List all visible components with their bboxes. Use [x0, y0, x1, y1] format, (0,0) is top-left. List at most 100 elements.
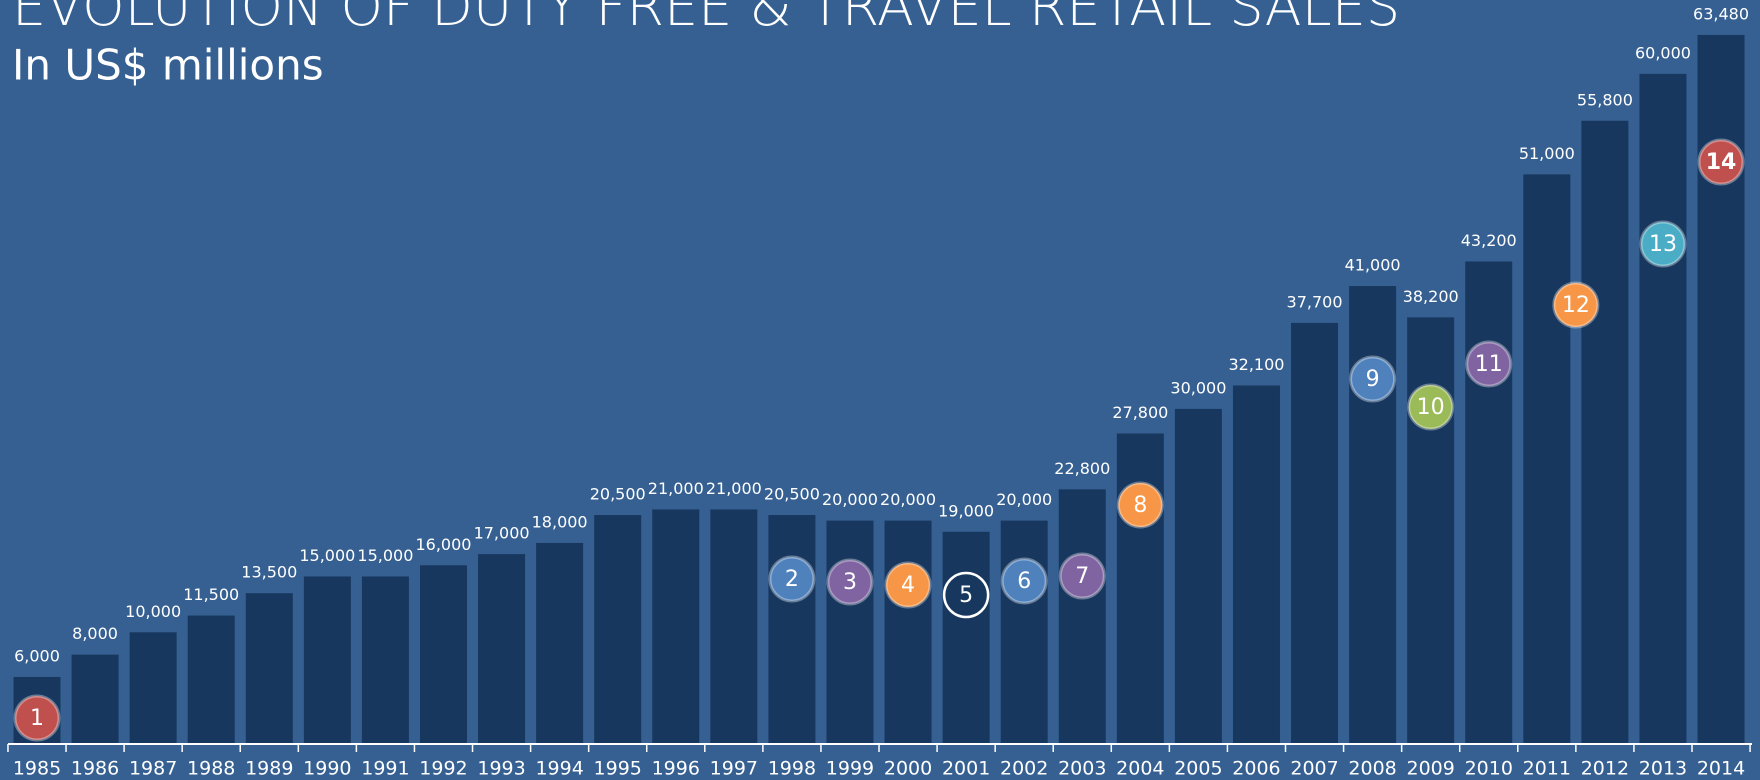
bar [1232, 385, 1280, 744]
value-label: 18,000 [532, 512, 588, 531]
bar [826, 520, 874, 744]
value-label: 41,000 [1345, 256, 1401, 275]
bar [1465, 261, 1513, 744]
value-label: 21,000 [706, 479, 762, 498]
value-label: 20,500 [764, 485, 820, 504]
bar [129, 632, 177, 744]
x-tick-label: 2009 [1407, 758, 1455, 780]
annotation-marker [1465, 340, 1513, 388]
x-tick-label: 2001 [942, 758, 990, 780]
bar [1174, 408, 1222, 744]
x-tick-label: 1992 [419, 758, 467, 780]
annotation-label: 8 [1133, 493, 1147, 518]
x-tick-label: 2013 [1639, 758, 1687, 780]
annotation-marker [768, 555, 816, 603]
x-tick-label: 2014 [1697, 758, 1745, 780]
x-tick-label: 2005 [1174, 758, 1222, 780]
x-tick-label: 1999 [826, 758, 874, 780]
annotation-label: 2 [785, 567, 799, 592]
annotation-marker [1058, 552, 1106, 600]
chart-subtitle: In US$ millions [12, 41, 324, 90]
annotation-marker [1349, 355, 1397, 403]
value-label: 21,000 [648, 479, 704, 498]
value-label: 20,000 [996, 490, 1052, 509]
annotation-marker [13, 694, 61, 742]
bar [1349, 286, 1397, 744]
value-label: 60,000 [1635, 43, 1691, 62]
x-tick-label: 2011 [1523, 758, 1571, 780]
bar [1639, 73, 1687, 745]
annotation-marker [1407, 383, 1455, 431]
value-label: 51,000 [1519, 144, 1575, 163]
value-label: 32,100 [1228, 355, 1284, 374]
bar [1407, 317, 1455, 744]
bar [1000, 520, 1048, 744]
x-tick-label: 1993 [477, 758, 525, 780]
x-tick-label: 2006 [1232, 758, 1280, 780]
x-tick-label: 2004 [1116, 758, 1164, 780]
value-label: 22,800 [1054, 459, 1110, 478]
x-tick-label: 1988 [187, 758, 235, 780]
annotation-marker [942, 571, 990, 619]
bar [710, 509, 758, 744]
annotation-label: 13 [1649, 232, 1677, 257]
value-label: 8,000 [72, 624, 118, 643]
bar [478, 554, 526, 744]
x-tick-label: 2010 [1465, 758, 1513, 780]
value-label: 17,000 [474, 524, 530, 543]
value-label: 20,500 [590, 485, 646, 504]
annotation-label: 1 [30, 706, 44, 731]
annotation-marker [1697, 138, 1745, 186]
bar [884, 520, 932, 744]
x-tick-label: 2008 [1348, 758, 1396, 780]
value-label: 15,000 [357, 546, 413, 565]
annotation-label: 5 [959, 583, 973, 608]
bar [1291, 322, 1339, 744]
annotation-marker [826, 558, 874, 606]
x-tick-label: 2012 [1581, 758, 1629, 780]
x-tick-label: 1989 [245, 758, 293, 780]
annotation-label: 9 [1366, 367, 1380, 392]
value-label: 15,000 [299, 546, 355, 565]
x-tick-label: 2002 [1000, 758, 1048, 780]
x-tick-label: 1996 [652, 758, 700, 780]
bar [71, 654, 119, 744]
chart-title: EVOLUTION OF DUTY FREE & TRAVEL RETAIL S… [12, 0, 1400, 38]
value-label: 55,800 [1577, 90, 1633, 109]
value-label: 10,000 [125, 602, 181, 621]
x-tick-label: 1995 [594, 758, 642, 780]
bar [536, 542, 584, 744]
bar [361, 576, 409, 744]
annotation-marker [1552, 281, 1600, 329]
bar [942, 531, 990, 744]
x-tick-label: 1985 [13, 758, 61, 780]
bar [303, 576, 351, 744]
x-tick-label: 2000 [884, 758, 932, 780]
value-label: 20,000 [822, 490, 878, 509]
annotation-marker [884, 561, 932, 609]
bar [652, 509, 700, 744]
bar [1523, 174, 1571, 744]
bar [187, 615, 235, 744]
annotation-marker [1639, 220, 1687, 268]
value-label: 43,200 [1461, 231, 1517, 250]
value-label: 13,500 [241, 563, 297, 582]
annotation-label: 6 [1017, 569, 1031, 594]
x-tick-label: 1997 [710, 758, 758, 780]
bar [1058, 489, 1106, 744]
annotation-label: 7 [1075, 564, 1089, 589]
bar [419, 565, 467, 744]
annotation-label: 3 [843, 570, 857, 595]
annotation-marker [1000, 557, 1048, 605]
x-tick-label: 1994 [535, 758, 583, 780]
bar [245, 593, 293, 744]
x-tick-label: 1987 [129, 758, 177, 780]
x-tick-label: 2003 [1058, 758, 1106, 780]
value-label: 30,000 [1170, 378, 1226, 397]
annotation-label: 14 [1706, 150, 1737, 175]
annotation-label: 11 [1475, 352, 1503, 377]
value-label: 20,000 [880, 490, 936, 509]
value-label: 6,000 [14, 646, 60, 665]
value-label: 37,700 [1287, 292, 1343, 311]
